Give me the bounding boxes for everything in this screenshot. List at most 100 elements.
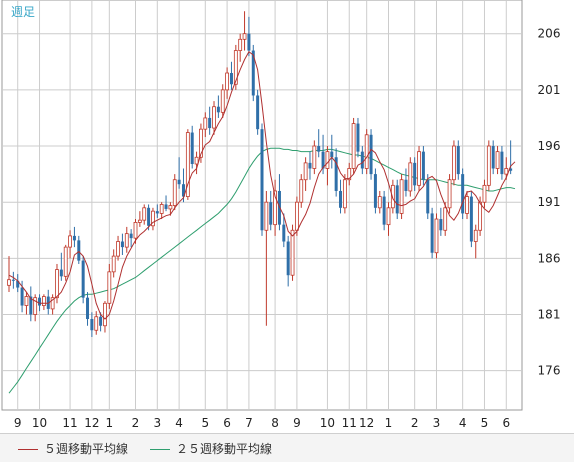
x-tick-label: 6 [502, 416, 510, 430]
candle-body [356, 123, 360, 152]
candle-body [124, 233, 129, 248]
candle-body [29, 296, 33, 315]
candle-body [142, 207, 147, 221]
x-tick-label: 7 [245, 416, 253, 430]
candle-body [194, 156, 199, 165]
legend-ma25-swatch [150, 449, 170, 450]
candle-body [185, 132, 190, 197]
candle-body [111, 255, 116, 273]
candle-body [103, 302, 107, 327]
candle-body [120, 241, 124, 248]
candle-body [461, 174, 465, 214]
candle-body [377, 196, 382, 209]
candle-body [312, 145, 317, 169]
candle-body [155, 211, 159, 214]
x-tick-label: 8 [271, 416, 279, 430]
candle-body [504, 168, 509, 175]
candle-body [107, 271, 112, 304]
candle-body [509, 168, 513, 171]
legend-ma5: ５週移動平均線 [18, 440, 128, 457]
candle-body [216, 106, 220, 113]
candle-body [151, 210, 155, 227]
candle-body [11, 279, 15, 281]
candle-body [220, 89, 225, 113]
candle-body [116, 241, 120, 257]
candle-body [16, 280, 20, 288]
x-tick-label: 11 [62, 416, 77, 430]
candle-body [395, 185, 399, 214]
x-tick-label: 6 [223, 416, 231, 430]
x-tick-label: 2 [411, 416, 419, 430]
candle-body [129, 233, 133, 239]
y-tick-label: 176 [538, 364, 561, 378]
x-tick-label: 3 [153, 416, 161, 430]
candle-body [229, 73, 233, 85]
candle-body [308, 162, 312, 169]
candle-body [439, 219, 443, 231]
candle-body [473, 229, 478, 242]
candle-body [94, 316, 99, 331]
candle-body [137, 219, 142, 223]
candle-body [342, 179, 347, 209]
candle-body [90, 319, 94, 331]
candle-body [369, 134, 373, 175]
candle-body [294, 201, 299, 231]
candle-body [251, 50, 255, 96]
candle-body [360, 151, 364, 169]
candle-body [133, 222, 138, 239]
candle-body [413, 162, 417, 186]
candle-body [238, 38, 243, 51]
ma5-line [8, 50, 516, 320]
candle-body [286, 241, 290, 276]
candle-body [339, 190, 343, 208]
x-tick-label: 9 [14, 416, 22, 430]
candle-body [50, 297, 55, 310]
legend-ma25: ２５週移動平均線 [150, 440, 272, 457]
candle-body [426, 179, 430, 214]
x-tick-label: 1 [106, 416, 114, 430]
candle-body [68, 235, 72, 248]
candle-body [404, 179, 408, 191]
candle-body [147, 207, 151, 226]
candle-body [273, 190, 277, 226]
legend-ma5-label: ５週移動平均線 [44, 442, 129, 456]
x-tick-label: 3 [433, 416, 441, 430]
candle-body [486, 145, 491, 186]
candle-body [20, 287, 24, 306]
candle-body [495, 151, 500, 169]
candle-body [443, 207, 448, 231]
candle-body [99, 316, 103, 326]
candle-body [469, 196, 473, 242]
candle-body [434, 218, 439, 254]
candle-body [282, 224, 286, 242]
candle-body [172, 179, 177, 206]
candle-body [408, 162, 413, 192]
candle-body [256, 95, 260, 130]
candle-body [382, 196, 386, 225]
y-tick-label: 196 [538, 139, 561, 153]
candle-body [199, 128, 203, 158]
y-tick-label: 181 [538, 308, 561, 322]
candle-body [500, 151, 504, 175]
candle-body [203, 117, 208, 130]
candle-body [247, 33, 251, 51]
y-tick-label: 206 [538, 27, 561, 41]
candle-body [177, 179, 181, 185]
candle-body [269, 202, 273, 225]
x-tick-label: 10 [32, 416, 47, 430]
legend-ma25-label: ２５週移動平均線 [176, 442, 273, 456]
candle-body [456, 146, 460, 175]
candle-body [317, 146, 321, 152]
candle-body [478, 201, 483, 231]
candle-body [330, 151, 334, 158]
y-axis-labels: 176 181 186 191 196 201 206 [538, 27, 561, 378]
candle-body [24, 296, 29, 306]
candle-body [260, 129, 264, 231]
candle-body [373, 174, 377, 208]
x-tick-label: 4 [459, 416, 467, 430]
candle-body [399, 179, 404, 214]
candle-body [482, 184, 487, 203]
candle-body [321, 151, 325, 169]
x-tick-label: 4 [175, 416, 183, 430]
